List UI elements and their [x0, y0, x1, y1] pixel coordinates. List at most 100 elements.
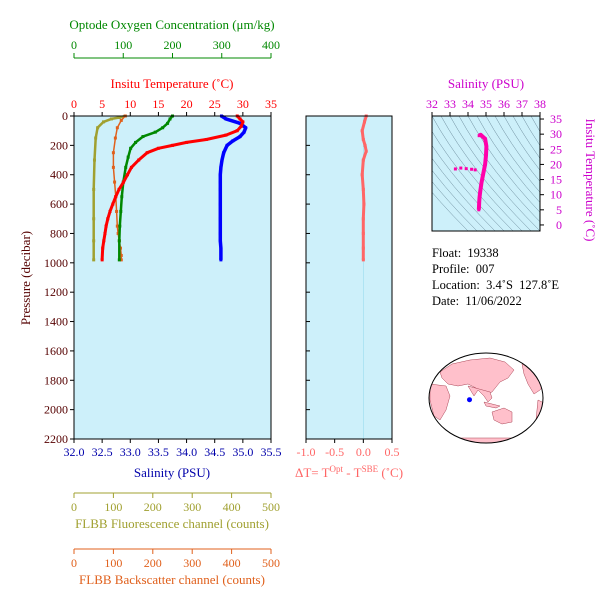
ts-density-contour — [432, 144, 505, 231]
salinity-tick-label: 34.0 — [176, 445, 197, 459]
salinity-point — [218, 187, 222, 191]
backscatter-tick-label: 0 — [71, 556, 77, 570]
ts-density-contour — [440, 116, 532, 231]
backscatter-point — [113, 180, 117, 184]
ts-density-contour — [449, 116, 540, 231]
ts-outliers-point — [473, 168, 477, 172]
delta-t-tick-label: 0.0 — [356, 445, 371, 459]
salinity-point — [238, 121, 242, 125]
ts-density-contour — [467, 116, 540, 213]
salinity-point — [219, 246, 223, 250]
oxygen-line — [118, 115, 174, 260]
fluorescence-point — [92, 217, 96, 221]
ts-ytick-label: 15 — [550, 173, 562, 187]
delta-t-point — [361, 217, 365, 221]
profile-panel: 0200400600800100012001400160018002000220… — [18, 17, 282, 587]
ts-xtick-label: 38 — [534, 97, 546, 111]
fluorescence-point — [92, 187, 96, 191]
oxygen-point — [124, 165, 128, 169]
fluorescence-point — [117, 115, 121, 119]
delta-t-label-sup: SBE — [362, 464, 379, 474]
ts-ytick-label: 20 — [550, 157, 562, 171]
oxygen-tick-label: 400 — [262, 38, 280, 52]
map-indonesia — [483, 401, 501, 409]
salinity-point — [218, 231, 222, 235]
oxygen-point — [166, 121, 170, 125]
temperature-point — [185, 140, 189, 144]
fluorescence-tick-label: 400 — [223, 500, 241, 514]
salinity-axis-label: Salinity (PSU) — [134, 465, 210, 480]
temperature-point — [102, 239, 106, 243]
ts-point — [477, 208, 481, 212]
float-location-marker — [466, 397, 472, 403]
date: Date: 11/06/2022 — [432, 294, 522, 308]
temperature-point — [125, 173, 129, 177]
backscatter-point — [119, 118, 123, 122]
backscatter-point — [115, 224, 119, 228]
temperature-point — [239, 124, 243, 128]
salinity-tick-label: 32.0 — [64, 445, 85, 459]
delta-t-point — [361, 187, 365, 191]
fluorescence-tick-label: 200 — [144, 500, 162, 514]
ts-ytick-label: 0 — [556, 218, 562, 232]
pressure-tick-label: 0 — [62, 109, 68, 123]
float-id: Float: 19338 — [432, 246, 499, 260]
temperature-point — [235, 129, 239, 133]
ts-point — [483, 162, 487, 166]
ts-point — [478, 190, 482, 194]
salinity-point — [244, 126, 248, 130]
fluorescence-point — [109, 117, 113, 121]
oxygen-point — [153, 130, 157, 134]
backscatter-tick-label: 300 — [183, 556, 201, 570]
temperature-point — [171, 143, 174, 147]
temperature-tick-label: 30 — [237, 97, 249, 111]
pressure-tick-label: 1000 — [44, 256, 68, 270]
backscatter-tick-label: 500 — [262, 556, 280, 570]
ts-xtick-label: 32 — [426, 97, 438, 111]
ts-density-contour — [432, 130, 514, 231]
pressure-tick-label: 800 — [50, 226, 68, 240]
oxygen-point — [118, 224, 122, 228]
profile-frame — [73, 115, 272, 440]
temperature-point — [156, 146, 160, 150]
ts-ytick-label: 5 — [556, 203, 562, 217]
temperature-point — [103, 231, 107, 235]
delta-t-label-sup: Opt — [330, 464, 344, 474]
ts-ytick-label: 30 — [550, 127, 562, 141]
fluorescence-tick-label: 500 — [262, 500, 280, 514]
fluorescence-point — [102, 120, 106, 124]
delta-t-label-part: - T — [343, 465, 362, 480]
salinity-point — [225, 143, 229, 147]
ts-density-contour — [432, 181, 478, 231]
delta-t-label-part: ΔT= T — [295, 465, 330, 480]
temperature-tick-label: 25 — [209, 97, 221, 111]
delta-t-tick-label: -0.5 — [325, 445, 344, 459]
backscatter-point — [113, 136, 117, 140]
ts-density-contour — [458, 116, 540, 223]
pressure-tick-label: 2200 — [44, 432, 68, 446]
temperature-point — [224, 133, 228, 137]
pressure-tick-label: 600 — [50, 197, 68, 211]
ts-density-contour — [432, 116, 523, 231]
pressure-tick-label: 2000 — [44, 403, 68, 417]
profile-plot-area — [74, 116, 271, 439]
temperature-point — [129, 165, 133, 169]
map-australia — [491, 407, 513, 425]
ts-point — [478, 196, 482, 200]
pressure-axis-label: Pressure (decibar) — [18, 231, 33, 325]
oxygen-point — [120, 195, 124, 199]
ts-point — [484, 144, 488, 148]
temperature-tick-label: 20 — [181, 97, 193, 111]
ts-density-contour — [476, 116, 540, 203]
temperature-tick-label: 10 — [124, 97, 136, 111]
ts-point — [483, 137, 487, 141]
ts-plot-area — [432, 116, 540, 231]
map-south-asia — [467, 385, 493, 403]
temperature-tick-label: 5 — [99, 97, 105, 111]
ts-point — [477, 205, 481, 209]
profile-axes: 0200400600800100012001400160018002000220… — [44, 38, 282, 570]
ts-density-contour — [512, 116, 540, 159]
ts-point — [477, 200, 481, 204]
